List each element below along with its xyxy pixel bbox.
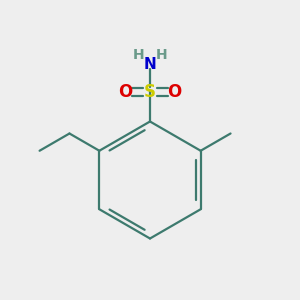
Text: S: S — [144, 83, 156, 101]
Text: H: H — [133, 48, 144, 62]
Text: O: O — [118, 83, 133, 101]
Text: O: O — [167, 83, 182, 101]
Text: H: H — [156, 48, 167, 62]
Text: N: N — [144, 57, 156, 72]
